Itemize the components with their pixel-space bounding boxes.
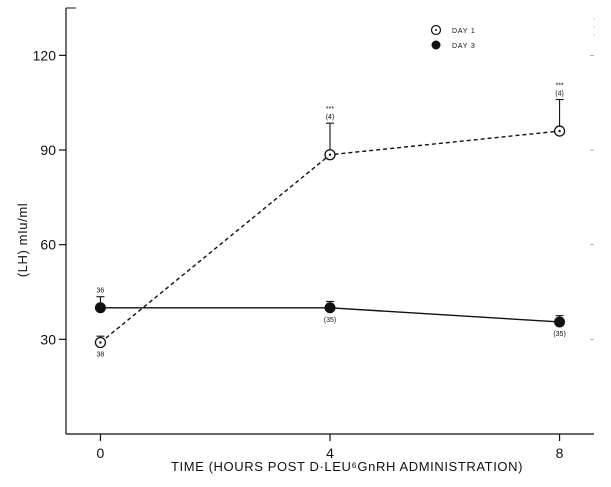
legend-label: DAY 1 [452, 28, 476, 35]
data-point [324, 302, 336, 314]
y-tick-label: 90 [40, 142, 56, 158]
point-label: (4) [326, 114, 335, 121]
point-label: 36 [97, 288, 105, 295]
y-axis-label: (LH) mIu/ml [15, 203, 30, 278]
data-point [554, 316, 566, 328]
data-point-center [328, 153, 332, 156]
x-tick-label: 4 [326, 445, 334, 461]
significance-marker: *** [326, 106, 334, 113]
axes: 30 60 90 120 0 4 8 [33, 7, 595, 461]
x-axis-label: TIME (HOURS POST D·LEU⁶GnRH ADMINISTRATI… [171, 459, 523, 474]
data-point [94, 302, 106, 314]
series-day-3: 36 (35) (35) [94, 288, 566, 338]
data-point-center [99, 341, 102, 344]
significance-marker: *** [555, 83, 563, 90]
y-tick-label: 120 [33, 47, 57, 63]
x-tick-label: 8 [556, 445, 564, 461]
legend-marker-center [435, 29, 437, 31]
chart-marks: 38(4)***(4)***36(35)(35) [94, 83, 566, 358]
point-label: (35) [553, 331, 565, 338]
x-tick-label: 0 [97, 445, 105, 461]
series-day-1: 38(4)***(4)*** [94, 83, 566, 358]
y-tick-label: 60 [40, 237, 56, 253]
legend: DAY 1 DAY 3 [430, 24, 476, 50]
legend-marker [431, 40, 441, 50]
point-label: (35) [324, 317, 336, 324]
point-label: 38 [97, 351, 105, 358]
data-point-center [558, 129, 561, 133]
y-tick-label: 30 [40, 331, 56, 347]
point-label: (4) [555, 91, 564, 98]
legend-label: DAY 3 [452, 43, 476, 50]
